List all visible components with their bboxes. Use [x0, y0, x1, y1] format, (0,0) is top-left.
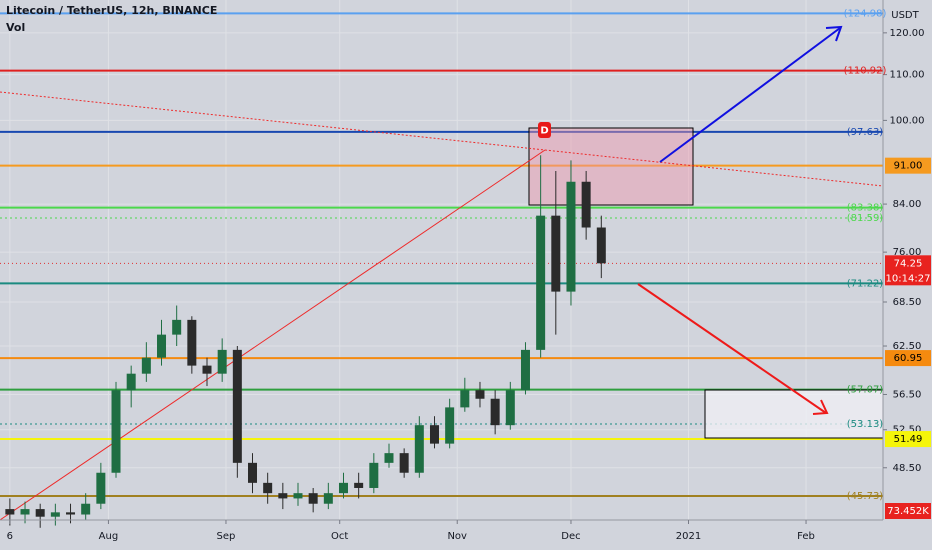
last-price: 74.25 [894, 258, 923, 269]
volume-box [885, 503, 931, 519]
candle-body [505, 390, 515, 426]
candle-body [460, 390, 470, 408]
y-tick-label: 62.50 [893, 341, 922, 352]
candle-body [81, 503, 91, 515]
level-label: (45.73) [847, 491, 884, 502]
candle-body [354, 482, 364, 488]
candle-body [126, 373, 136, 391]
trendline [0, 149, 546, 521]
candle-body [96, 472, 106, 504]
level-label-box [885, 431, 931, 448]
target-zone [704, 389, 884, 439]
arrow-up [659, 27, 841, 163]
candle-body [157, 334, 167, 358]
last-price-box [885, 255, 931, 286]
x-tick-label: Sep [217, 531, 236, 542]
level-label: (97.63) [847, 127, 884, 138]
candle-body [263, 482, 273, 494]
arrow-head [825, 25, 843, 42]
candle-body [338, 482, 348, 494]
candle-body [141, 357, 151, 374]
level-label: (124.98) [844, 8, 887, 19]
level-label: (71.22) [847, 278, 884, 289]
candle-body [248, 462, 258, 483]
y-tick-label: 52.50 [893, 425, 922, 436]
candle-body [293, 493, 303, 499]
y-tick-label: 68.50 [893, 297, 922, 308]
volume-label: 73.452K [887, 506, 929, 517]
y-tick-label: 56.50 [893, 389, 922, 400]
candle-body [20, 509, 30, 515]
x-tick-label: Nov [447, 531, 467, 542]
x-tick-label: 6 [7, 531, 13, 542]
candle-body [111, 390, 121, 473]
y-tick-label: 100.00 [890, 115, 925, 126]
candle-body [536, 215, 546, 350]
candle-body [429, 425, 439, 444]
y-tick-label: 110.00 [890, 70, 925, 81]
level-label-box [885, 157, 931, 174]
supply-zone [528, 127, 694, 206]
countdown: 10:14:27 [886, 273, 931, 284]
arrow-down [637, 283, 827, 414]
level-label: (110.92) [844, 66, 887, 77]
candle-body [566, 181, 576, 292]
candle-body [399, 453, 409, 473]
candle-body [490, 398, 500, 426]
candle-body [232, 349, 242, 463]
y-tick-label: 120.00 [890, 28, 925, 39]
y-tick-label: 76.00 [893, 247, 922, 258]
level-label: (53.13) [847, 419, 884, 430]
candle-body [5, 509, 15, 515]
grid [0, 0, 883, 520]
candle-body [475, 390, 485, 399]
candles [5, 155, 606, 528]
level-label: (81.59) [847, 213, 884, 224]
candle-body [384, 453, 394, 463]
x-tick-label: Oct [331, 531, 348, 542]
candle-body [202, 365, 212, 374]
candle-body [551, 215, 561, 292]
candle-body [581, 181, 591, 228]
candle-body [66, 512, 76, 515]
axis-labels: 120.00 110.00 100.00 84.00 76.00 68.50 62.50 56… [7, 8, 931, 542]
candle-body [369, 462, 379, 488]
level-label: 60.95 [894, 353, 923, 364]
candle-body [596, 227, 606, 264]
x-tick-label: Dec [561, 531, 580, 542]
y-tick-label: 48.50 [893, 463, 922, 474]
marker: D [540, 126, 548, 137]
candle-body [323, 493, 333, 504]
level-label: 91.00 [894, 161, 923, 172]
marker-badge [538, 122, 551, 138]
candle-body [520, 349, 530, 391]
currency: USDT [891, 10, 919, 21]
candle-body [50, 512, 60, 517]
candle-body [217, 349, 227, 374]
chart-title: Litecoin / TetherUS, 12h, BINANCE [6, 4, 217, 17]
candle-body [187, 319, 197, 366]
level-label: (57.07) [847, 385, 884, 396]
x-tick-label: 2021 [676, 531, 701, 542]
candle-body [414, 425, 424, 473]
arrow-head [812, 399, 829, 415]
level-label-box [885, 350, 931, 367]
x-tick-label: Feb [797, 531, 815, 542]
level-label: 51.49 [894, 434, 923, 445]
candle-body [308, 493, 318, 504]
candle-body [445, 407, 455, 444]
level-label: (83.38) [847, 203, 884, 214]
chart-subtitle: Vol [6, 21, 25, 34]
x-tick-label: Aug [99, 531, 119, 542]
candle-body [278, 493, 288, 499]
y-tick-label: 84.00 [893, 199, 922, 210]
candle-body [172, 319, 182, 335]
candle-body [35, 509, 45, 517]
